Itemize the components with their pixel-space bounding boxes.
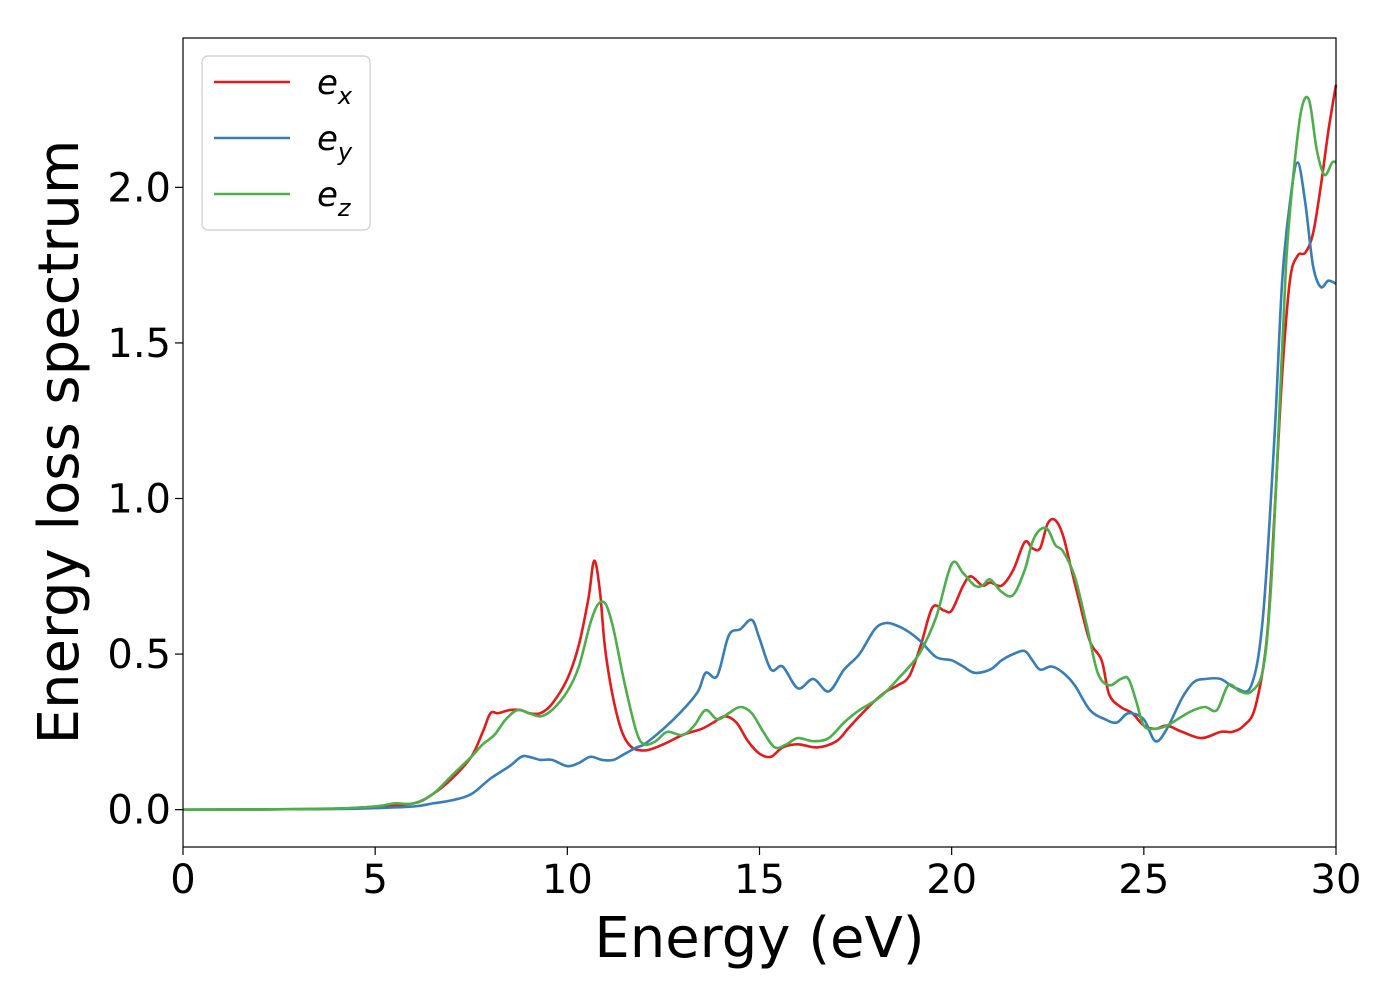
legend-box — [201, 55, 371, 231]
y-tick-label: 2.0 — [107, 165, 171, 211]
x-tick-label: 10 — [542, 857, 593, 903]
x-tick-label: 30 — [1311, 857, 1362, 903]
x-tick-label: 20 — [926, 857, 977, 903]
x-tick-label: 25 — [1118, 857, 1169, 903]
y-tick-label: 0.5 — [107, 632, 171, 678]
y-axis: 0.0 0.5 1.0 1.5 2.0 — [107, 165, 183, 834]
x-axis-title: Energy (eV) — [594, 906, 924, 971]
x-tick-label: 15 — [734, 857, 785, 903]
legend-label: ey — [317, 119, 353, 166]
series-line-e-z — [182, 95, 1337, 811]
x-axis: 0 5 10 15 20 25 30 — [170, 847, 1361, 903]
plot-lines — [182, 84, 1338, 811]
x-tick-label: 5 — [362, 857, 387, 903]
y-tick-label: 0.0 — [107, 788, 171, 834]
y-axis-title: Energy loss spectrum — [27, 140, 92, 745]
y-tick-label: 1.5 — [107, 321, 171, 367]
x-tick-label: 0 — [170, 857, 195, 903]
legend-label: ex — [317, 63, 353, 110]
series-line-e-x — [182, 84, 1338, 811]
y-tick-label: 1.0 — [107, 477, 171, 523]
series-line-e-y — [182, 161, 1337, 811]
